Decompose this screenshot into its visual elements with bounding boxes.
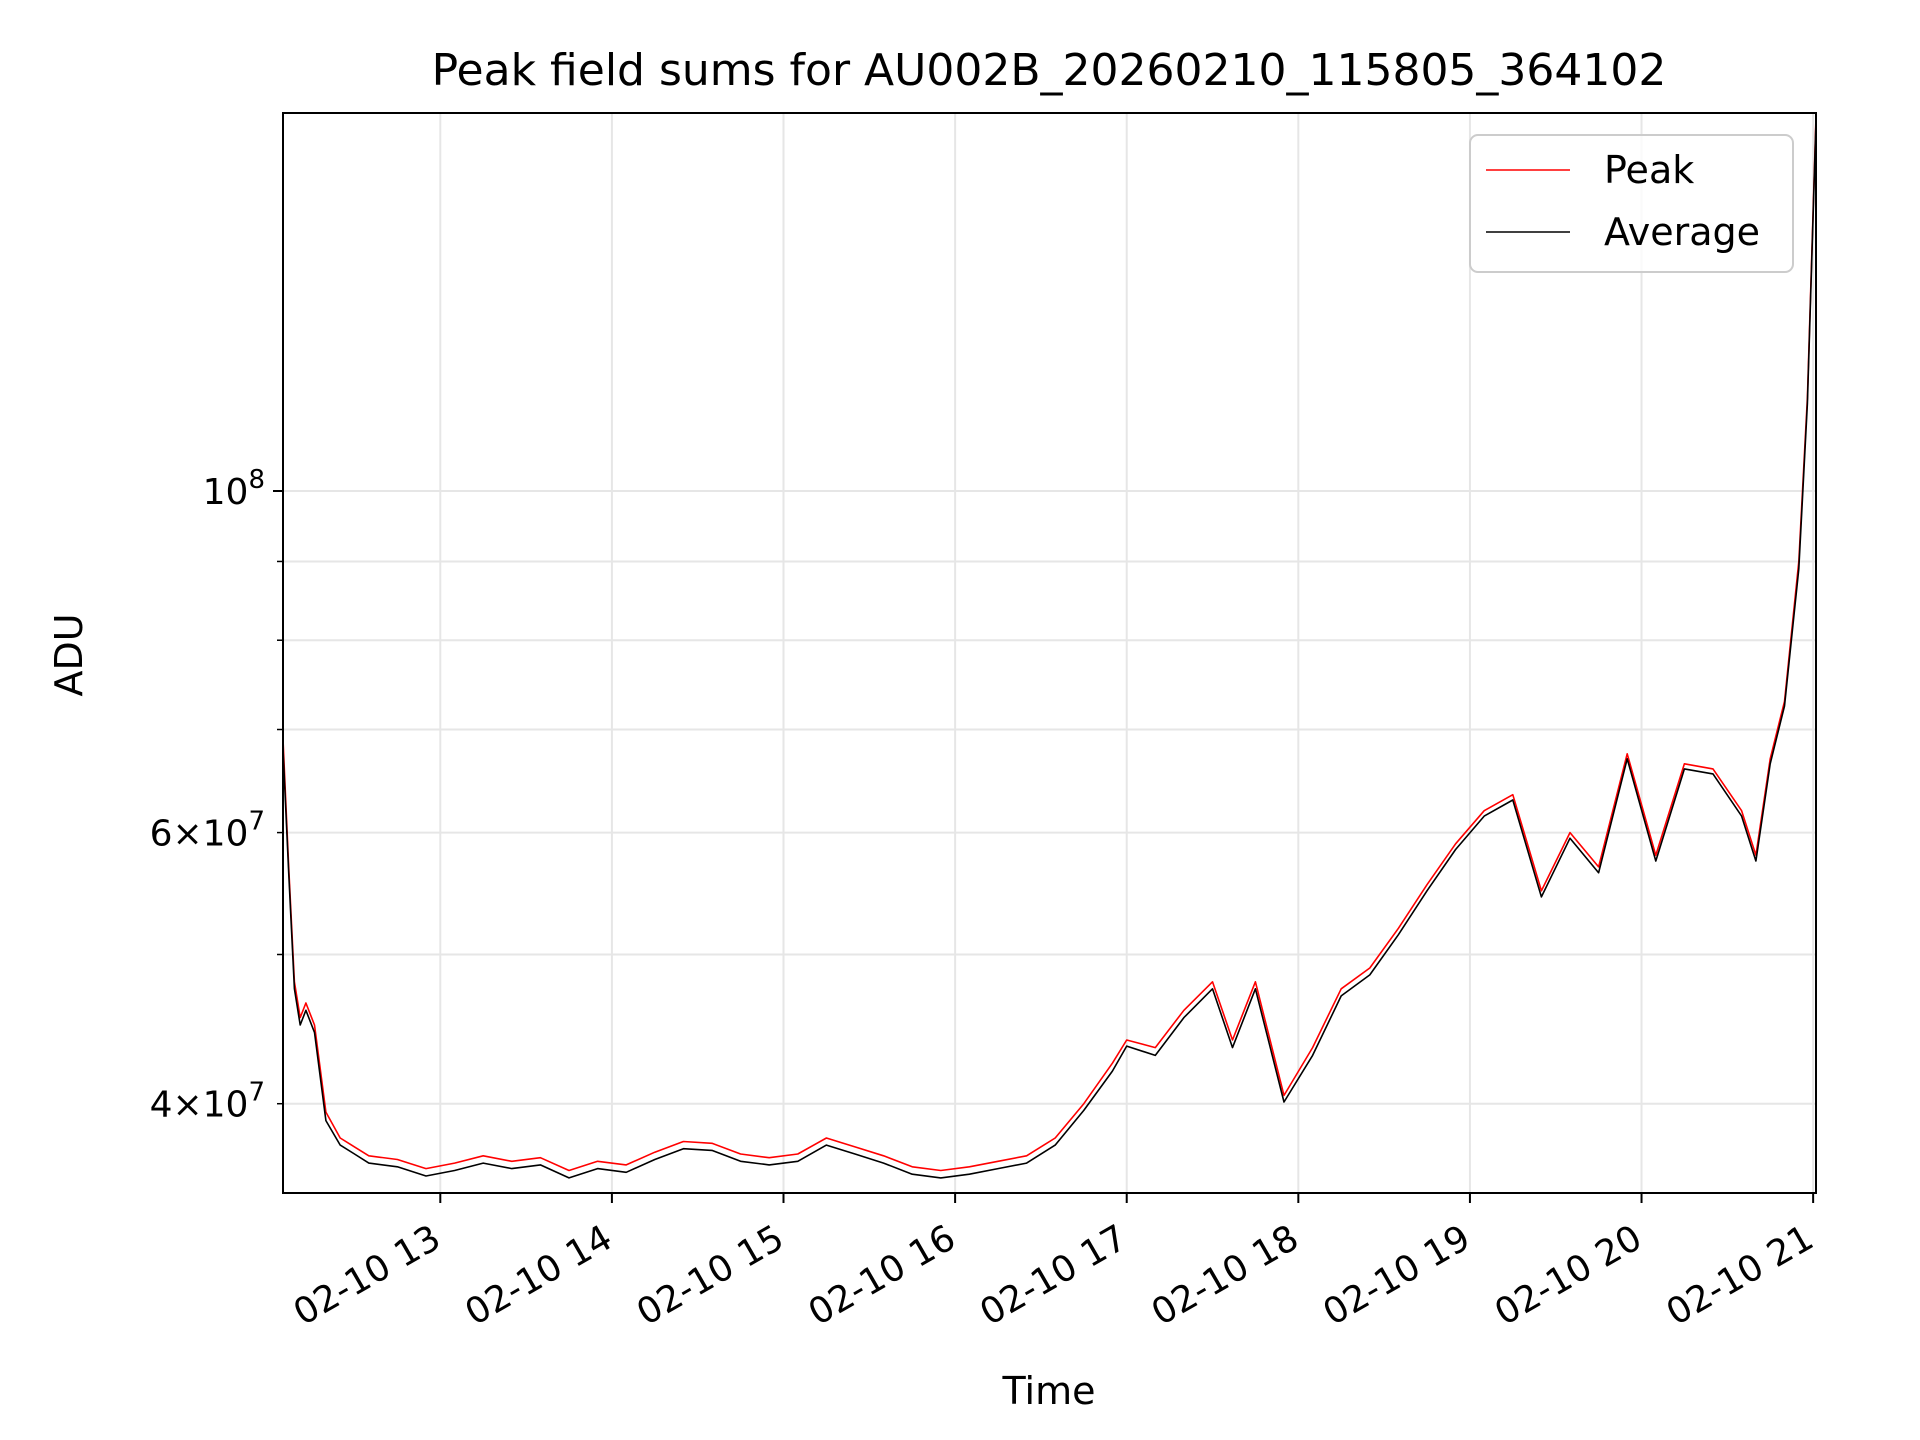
tick-layer: 02-10 13 02-10 14 02-10 15 02-10 16 02-10 17…: [150, 465, 1821, 1334]
legend-average-label: Average: [1604, 210, 1760, 254]
legend: Peak Average: [1469, 134, 1794, 273]
x-tick-label: 02-10 14: [459, 1217, 620, 1333]
grid-layer: [283, 113, 1816, 1193]
x-axis-label: Time: [1002, 1369, 1096, 1413]
x-tick-label: 02-10 21: [1660, 1217, 1821, 1333]
y-tick-label: 108: [203, 465, 265, 513]
legend-peak-label: Peak: [1604, 148, 1694, 192]
chart-title: Peak field sums for AU002B_20260210_1158…: [432, 45, 1667, 96]
series-line-average: [283, 120, 1816, 1179]
x-tick-label: 02-10 20: [1488, 1217, 1649, 1333]
y-tick-label: 6×107: [150, 807, 265, 855]
x-tick-label: 02-10 17: [973, 1217, 1134, 1333]
x-tick-label: 02-10 15: [630, 1217, 791, 1333]
x-tick-label: 02-10 18: [1145, 1217, 1306, 1333]
series-line-peak: [283, 116, 1816, 1172]
x-tick-label: 02-10 13: [287, 1217, 448, 1333]
x-tick-label: 02-10 16: [802, 1217, 963, 1333]
y-axis-label: ADU: [47, 613, 91, 696]
y-tick-label: 4×107: [150, 1078, 265, 1126]
x-tick-label: 02-10 19: [1317, 1217, 1478, 1333]
plot-frame: [282, 112, 1817, 1194]
series-layer: [283, 116, 1816, 1179]
